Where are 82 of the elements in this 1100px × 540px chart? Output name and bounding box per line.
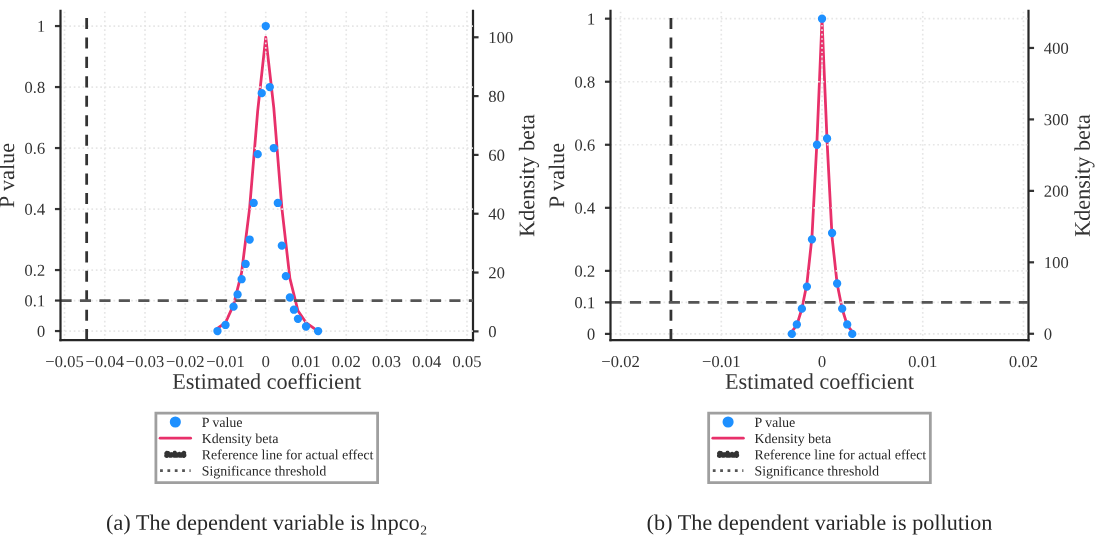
y2-tick-label: 400: [1044, 42, 1069, 54]
y-tick-label: 0.4: [25, 203, 45, 216]
point: [792, 320, 801, 329]
x-tick-label: −0.02: [602, 355, 639, 368]
y2-axis-title: Kdensity beta: [1074, 114, 1095, 237]
y2-tick-label: 20: [489, 267, 505, 279]
point: [257, 88, 266, 98]
x-tick-label: 0.04: [412, 355, 442, 368]
y-tick-label: 0.8: [25, 81, 45, 94]
x-tick-label: −0.02: [166, 355, 204, 368]
y2-tick-label: 300: [1044, 114, 1069, 126]
x-tick-label: −0.04: [86, 355, 124, 368]
x-tick-label: 0.02: [1009, 355, 1038, 368]
y-axis-title: P value: [548, 143, 565, 208]
point: [281, 271, 291, 281]
x-axis-title: Estimated coefficient: [172, 373, 362, 390]
point: [269, 143, 278, 153]
point: [843, 320, 852, 329]
y-tick-label: 1: [38, 20, 45, 32]
point: [817, 14, 827, 23]
point: [293, 314, 303, 324]
y2-tick-label: 80: [488, 90, 505, 103]
x-tick-label: 0.02: [332, 355, 360, 368]
point: [797, 304, 807, 313]
point: [822, 134, 832, 143]
point: [301, 322, 311, 331]
point: [277, 241, 287, 250]
y-tick-label: 0.2: [25, 264, 45, 277]
y-tick-label: 0.1: [25, 295, 45, 307]
point: [233, 290, 242, 299]
point: [237, 275, 246, 284]
point: [249, 198, 258, 208]
y2-tick-label: 0: [1044, 328, 1052, 340]
y2-tick-label: 0: [488, 326, 496, 338]
x-tick-label: −0.05: [46, 355, 84, 368]
x-tick-label: 0.05: [453, 355, 481, 368]
y-tick-label: 0.1: [575, 297, 595, 309]
point: [289, 305, 299, 314]
point: [802, 282, 812, 291]
point: [221, 320, 230, 330]
y2-tick-label: 100: [489, 31, 513, 44]
x-tick-label: 0: [262, 355, 270, 368]
point: [832, 279, 842, 288]
text: (b) The dependent variable is pollution: [647, 514, 993, 535]
y-tick-label: 0.2: [575, 265, 595, 277]
x-axis-title: Estimated coefficient: [725, 373, 914, 390]
y-tick-label: 1: [588, 13, 595, 25]
x-tick-label: 0: [818, 355, 826, 368]
x-tick-label: −0.01: [207, 355, 244, 368]
y-tick-label: 0.6: [25, 142, 45, 155]
x-tick-label: −0.01: [702, 355, 740, 368]
point: [838, 304, 847, 313]
x-tick-label: 0.01: [292, 355, 320, 368]
y2-tick-label: 60: [488, 149, 505, 161]
point: [229, 302, 238, 311]
point: [848, 329, 857, 339]
y-tick-label: 0: [587, 328, 595, 340]
point: [807, 235, 817, 244]
x-tick-label: −0.03: [126, 355, 164, 368]
x-tick-label: 0.01: [908, 355, 937, 368]
point: [245, 235, 254, 244]
y-tick-label: 0.8: [575, 76, 595, 88]
point: [273, 198, 282, 208]
y2-axis-title: Kdensity beta: [518, 114, 540, 237]
x-tick-label: 0.03: [372, 355, 401, 368]
y-tick-label: 0.4: [575, 202, 595, 214]
point: [812, 140, 822, 149]
point: [213, 326, 222, 336]
y2-tick-label: 200: [1044, 185, 1069, 197]
y2-tick-label: 40: [488, 208, 505, 220]
y-tick-label: 0: [37, 325, 45, 337]
y2-tick-label: 100: [1045, 257, 1069, 269]
point: [261, 21, 270, 31]
point: [787, 329, 796, 339]
point: [253, 149, 262, 159]
y-tick-label: 0.6: [575, 139, 595, 151]
point: [827, 228, 837, 238]
text: (a) The dependent variable is lnpco₂: [107, 514, 427, 535]
point: [241, 259, 250, 269]
point: [265, 82, 274, 92]
point: [313, 326, 323, 336]
point: [285, 293, 295, 302]
